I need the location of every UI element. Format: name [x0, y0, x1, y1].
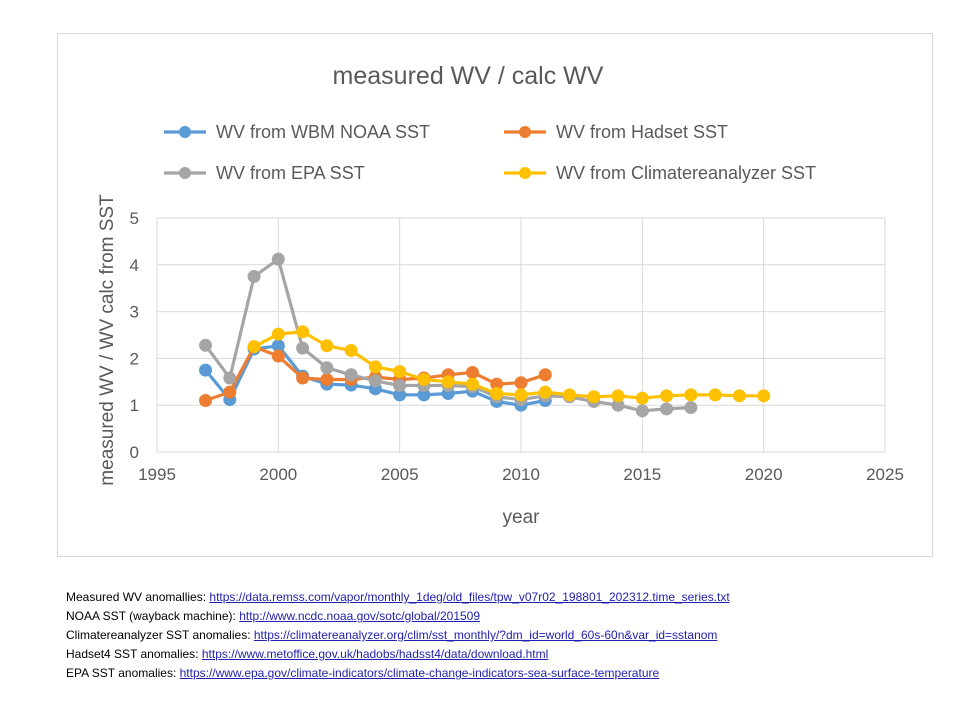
data-point [635, 391, 649, 405]
x-tick-label: 1995 [138, 465, 176, 484]
series-line [253, 330, 764, 400]
data-point [757, 389, 771, 403]
data-point [296, 325, 310, 339]
data-point [732, 389, 746, 403]
source-label: Measured WV anomallies: [66, 590, 210, 604]
data-point [223, 371, 237, 385]
chart-area: measured WV / calc WV WV from WBM NOAA S… [57, 33, 933, 557]
source-line-wv: Measured WV anomallies: https://data.rem… [66, 588, 730, 607]
data-point [247, 340, 261, 354]
legend-item: WV from Climatereanalyzer SST [504, 163, 816, 183]
data-point [320, 339, 334, 353]
data-point [490, 387, 504, 400]
y-tick-label: 3 [130, 303, 139, 322]
data-point [563, 388, 577, 402]
source-label: NOAA SST (wayback machine): [66, 609, 240, 623]
series-layer [199, 252, 771, 418]
data-point [199, 394, 213, 408]
data-point [271, 349, 285, 363]
x-tick-label: 2015 [623, 465, 661, 484]
x-tick-label: 2005 [381, 465, 419, 484]
data-point [708, 388, 722, 402]
data-point [199, 338, 213, 352]
data-point [223, 385, 237, 399]
y-tick-label: 1 [130, 396, 139, 415]
y-tick-label: 5 [130, 209, 139, 228]
legend-label: WV from EPA SST [216, 163, 365, 183]
data-point [611, 389, 625, 403]
data-point [465, 365, 479, 379]
legend-marker [519, 126, 531, 138]
line-chart: measured WV / calc WV WV from WBM NOAA S… [97, 62, 904, 528]
source-link-climatereanalyzer[interactable]: https://climatereanalyzer.org/clim/sst_m… [253, 628, 718, 642]
data-point [296, 371, 310, 385]
y-tick-label: 2 [130, 349, 139, 368]
data-point [684, 401, 698, 415]
data-point [441, 375, 455, 389]
data-point [247, 270, 261, 283]
data-point [368, 374, 382, 388]
legend-item: WV from Hadset SST [504, 122, 728, 142]
data-point [587, 390, 601, 404]
chart-title: measured WV / calc WV [333, 62, 604, 90]
y-tick-label: 4 [130, 256, 139, 275]
data-point [514, 388, 528, 402]
x-axis-label: year [503, 507, 541, 528]
source-notes: Measured WV anomallies: https://data.rem… [66, 588, 730, 683]
data-point [465, 377, 479, 391]
axis-ticks: 0 1 2 3 4 5 1995 2000 2005 2010 2015 2020 2025 [130, 209, 904, 484]
chart-grid [156, 217, 886, 453]
data-point [271, 327, 285, 341]
data-point [344, 343, 358, 357]
data-point [393, 365, 407, 379]
data-point [635, 404, 649, 418]
source-link-wv[interactable]: https://data.remss.com/vapor/monthly_1de… [209, 590, 730, 604]
y-axis-label: measured WV / WV calc from SST [97, 194, 118, 486]
data-point [296, 341, 310, 355]
data-point [514, 376, 528, 390]
data-point [417, 372, 431, 386]
source-label: Hadset4 SST anomalies: [66, 647, 202, 661]
legend-item: WV from WBM NOAA SST [164, 122, 430, 142]
data-point [538, 368, 552, 382]
legend-label: WV from WBM NOAA SST [216, 122, 430, 142]
source-line-epa: EPA SST anomalies: https://www.epa.gov/c… [66, 664, 730, 683]
data-point [320, 361, 334, 375]
legend-label: WV from Climatereanalyzer SST [556, 163, 816, 183]
source-line-noaa: NOAA SST (wayback machine): http://www.n… [66, 607, 730, 626]
data-point [684, 388, 698, 402]
chart-legend: WV from WBM NOAA SST WV from Hadset SST WV… [164, 122, 816, 183]
legend-item: WV from EPA SST [164, 163, 365, 183]
data-point [320, 372, 334, 386]
source-line-climatereanalyzer: Climatereanalyzer SST anomalies: https:/… [66, 626, 730, 645]
data-point [660, 389, 674, 403]
legend-marker [179, 167, 191, 179]
series-wv-from-climatereanalyzer-sst [247, 325, 771, 405]
source-link-epa[interactable]: https://www.epa.gov/climate-indicators/c… [179, 666, 660, 680]
x-tick-label: 2010 [502, 465, 540, 484]
legend-marker [179, 126, 191, 138]
data-point [368, 360, 382, 374]
data-point [393, 379, 407, 393]
source-link-noaa[interactable]: http://www.ncdc.noaa.gov/sotc/global/201… [239, 609, 481, 623]
source-label: EPA SST anomalies: [66, 666, 180, 680]
source-line-hadsst4: Hadset4 SST anomalies: https://www.metof… [66, 645, 730, 664]
data-point [538, 385, 552, 399]
data-point [199, 363, 213, 377]
source-label: Climatereanalyzer SST anomalies: [66, 628, 254, 642]
source-link-hadsst4[interactable]: https://www.metoffice.gov.uk/hadobs/hads… [201, 647, 549, 661]
legend-marker [519, 167, 531, 179]
x-tick-label: 2025 [866, 465, 904, 484]
x-tick-label: 2000 [259, 465, 297, 484]
legend-label: WV from Hadset SST [556, 122, 728, 142]
y-tick-label: 0 [130, 443, 139, 462]
data-point [344, 368, 358, 382]
x-tick-label: 2020 [745, 465, 783, 484]
data-point [660, 402, 674, 416]
data-point [271, 252, 285, 266]
